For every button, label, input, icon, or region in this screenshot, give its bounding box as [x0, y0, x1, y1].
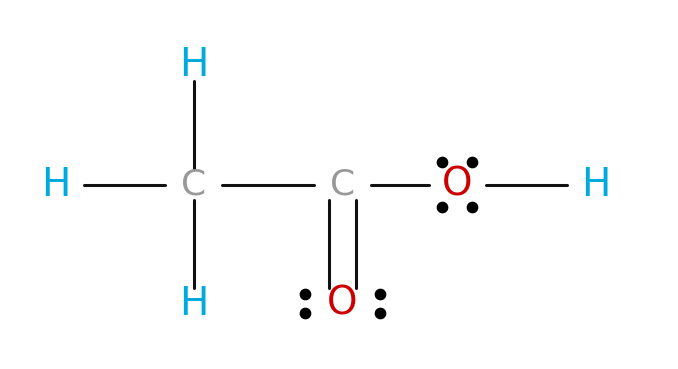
Point — [466, 159, 477, 165]
Point — [300, 310, 311, 315]
Point — [437, 204, 447, 210]
Text: O: O — [442, 166, 473, 203]
Point — [374, 292, 385, 297]
Point — [374, 310, 385, 315]
Text: H: H — [581, 166, 610, 203]
Point — [466, 204, 477, 210]
Text: C: C — [181, 168, 207, 201]
Text: C: C — [330, 168, 355, 201]
Point — [437, 159, 447, 165]
Text: H: H — [41, 166, 70, 203]
Text: H: H — [179, 284, 209, 323]
Text: H: H — [179, 46, 209, 85]
Text: O: O — [327, 284, 357, 323]
Point — [300, 292, 311, 297]
